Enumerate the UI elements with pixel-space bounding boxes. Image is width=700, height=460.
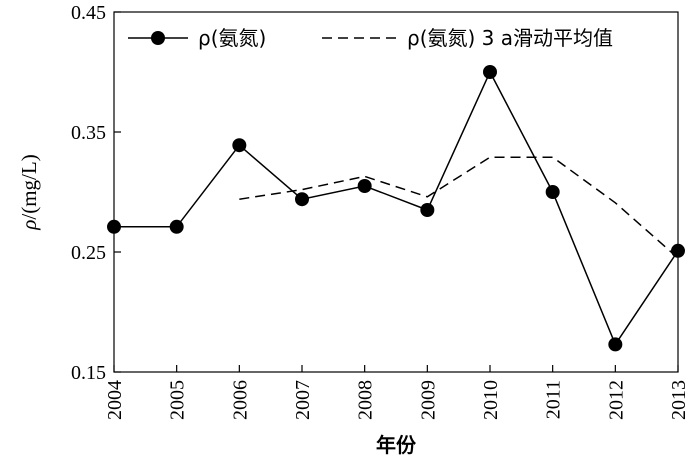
data-point-2008 <box>357 179 372 193</box>
y-tick-label: 0.15 <box>71 362 106 384</box>
data-point-2010 <box>483 65 497 79</box>
y-axis-label-symbol: ρ <box>17 220 41 231</box>
x-tick-label: 2012 <box>605 380 627 420</box>
plot-frame <box>113 11 679 373</box>
series-line-moving-average <box>239 156 679 259</box>
y-axis: 0.15 0.25 0.35 0.45 <box>71 2 121 384</box>
x-axis: 2004 2005 2006 2007 2008 2009 2010 2011 2012 2013 <box>104 365 690 420</box>
x-tick-label: 2013 <box>668 380 690 420</box>
data-point-2012 <box>608 337 623 352</box>
series-line-ammonia <box>114 70 679 346</box>
y-tick-label: 0.45 <box>71 2 106 24</box>
data-point-2007 <box>295 192 309 207</box>
data-point-2006 <box>232 138 247 153</box>
x-tick-label: 2011 <box>543 380 565 419</box>
legend-marker-sample <box>151 31 165 45</box>
data-point-2011 <box>545 185 560 199</box>
data-point-2009 <box>420 203 435 217</box>
data-point-2004 <box>107 219 121 234</box>
x-tick-label: 2007 <box>292 380 314 420</box>
series-layer <box>107 65 685 352</box>
x-tick-label: 2009 <box>417 380 439 420</box>
x-tick-label: 2010 <box>480 380 502 420</box>
y-axis-label-unit: /(mg/L) <box>17 154 41 219</box>
x-tick-label: 2005 <box>167 380 189 420</box>
x-tick-label: 2004 <box>104 380 126 420</box>
y-tick-label: 0.35 <box>71 122 106 144</box>
y-tick-label: 0.25 <box>71 242 106 264</box>
x-axis-label: 年份 <box>376 433 417 457</box>
data-point-2013 <box>671 243 685 258</box>
y-axis-label: ρ/(mg/L) <box>17 154 41 230</box>
x-tick-label: 2008 <box>355 380 377 420</box>
legend-label-series-1: ρ(氨氮) <box>198 26 266 50</box>
x-tick-label: 2006 <box>229 380 251 420</box>
data-point-2005 <box>169 219 184 234</box>
legend: ρ(氨氮) ρ(氨氮) 3 a滑动平均值 <box>128 26 613 50</box>
legend-label-series-2: ρ(氨氮) 3 a滑动平均值 <box>407 26 613 50</box>
